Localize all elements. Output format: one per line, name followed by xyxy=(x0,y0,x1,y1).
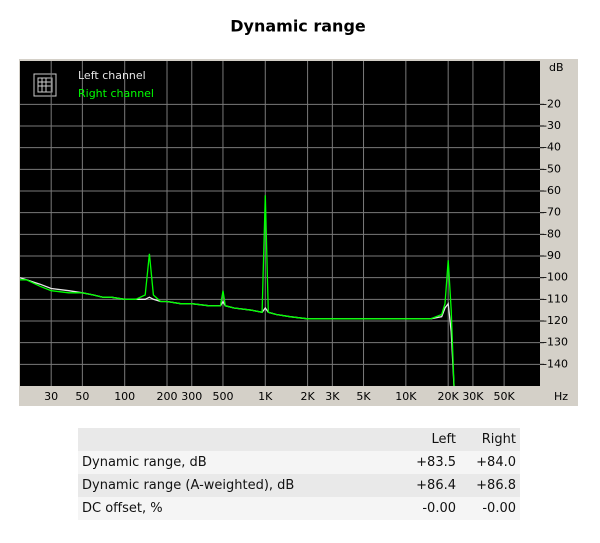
x-tick-label: 3K xyxy=(325,390,340,403)
x-tick-label: 1K xyxy=(258,390,273,403)
x-tick-label: 5K xyxy=(356,390,371,403)
table-cell: -0.00 xyxy=(482,501,516,516)
series-line xyxy=(20,195,455,387)
x-tick-label: 50 xyxy=(75,390,89,403)
y-tick-label: -130 xyxy=(543,336,568,349)
table-row: DC offset, % -0.00 -0.00 xyxy=(78,497,520,520)
y-tick-label: -40 xyxy=(543,141,561,154)
table-corner xyxy=(78,428,400,451)
x-tick-label: 30 xyxy=(44,390,58,403)
x-tick-label: 30K xyxy=(462,390,484,403)
table-cell: Dynamic range (A-weighted), dB xyxy=(82,478,295,493)
y-tick-label: -110 xyxy=(543,292,568,305)
x-tick-label: 200 xyxy=(157,390,178,403)
y-tick-label: -100 xyxy=(543,271,568,284)
table-cell: -0.00 xyxy=(422,501,456,516)
table-header: Left Right xyxy=(78,428,520,451)
y-tick-label: -80 xyxy=(543,227,561,240)
legend-label: Left channel xyxy=(78,69,146,82)
results-table: Left Right Dynamic range, dB +83.5 +84.0 Dy… xyxy=(78,428,520,520)
y-tick-label: -20 xyxy=(543,97,561,110)
x-tick-label: 500 xyxy=(212,390,233,403)
y-tick-label: -60 xyxy=(543,184,561,197)
y-tick-label: -70 xyxy=(543,206,561,219)
x-tick-label: 300 xyxy=(181,390,202,403)
x-tick-label: 100 xyxy=(114,390,135,403)
x-tick-label: 50K xyxy=(494,390,516,403)
table-header-cell: Left xyxy=(431,432,456,447)
y-tick-label: -30 xyxy=(543,119,561,132)
table-row: Dynamic range (A-weighted), dB +86.4 +86.8 xyxy=(78,474,520,497)
plot-area xyxy=(20,61,540,386)
table-cell: +83.5 xyxy=(416,455,456,470)
y-tick-label: -120 xyxy=(543,314,568,327)
chart: Dynamic range dB Hz -20 -30 -40 -50 -60 -70 -8… xyxy=(19,17,578,406)
table-cell: +86.8 xyxy=(476,478,516,493)
y-tick-label: -50 xyxy=(543,162,561,175)
table-header-cell: Right xyxy=(481,432,516,447)
table-cell: Dynamic range, dB xyxy=(82,455,207,470)
table-cell: +84.0 xyxy=(476,455,516,470)
legend-icon xyxy=(33,73,57,97)
table-row: Dynamic range, dB +83.5 +84.0 xyxy=(78,451,520,474)
legend-label: Right channel xyxy=(78,87,154,100)
y-tick-label: -90 xyxy=(543,249,561,262)
y-tick-label: -140 xyxy=(543,357,568,370)
chart-title: Dynamic range xyxy=(230,17,366,36)
x-tick-label: 10K xyxy=(395,390,417,403)
x-tick-label: 20K xyxy=(438,390,460,403)
x-tick-label: 2K xyxy=(300,390,315,403)
table-cell: DC offset, % xyxy=(82,501,163,516)
y-axis-label: dB xyxy=(549,61,564,74)
x-axis-label: Hz xyxy=(554,390,568,403)
table-cell: +86.4 xyxy=(416,478,456,493)
